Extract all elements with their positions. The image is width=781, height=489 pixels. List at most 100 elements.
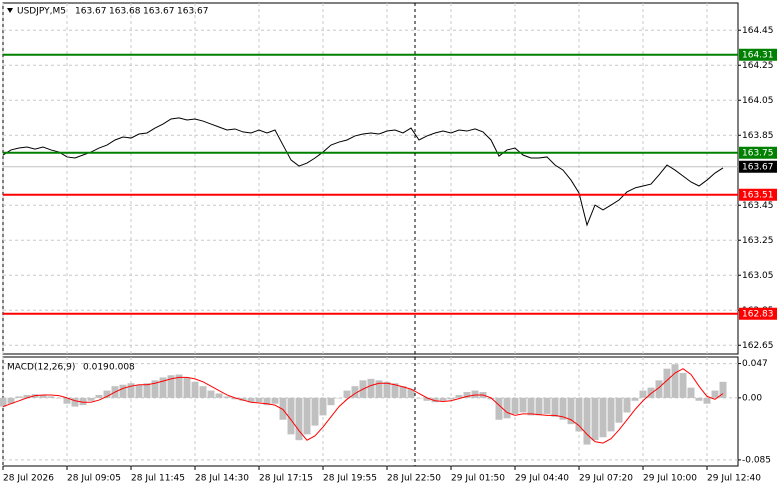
macd-bar <box>295 397 303 441</box>
level-label: 163.75 <box>742 148 774 158</box>
signal-value: 0.008 <box>109 363 135 373</box>
macd-bar <box>535 397 543 416</box>
macd-bar <box>239 397 247 401</box>
y-tick-label: 163.45 <box>742 201 774 211</box>
x-tick-label: 29 Jul 07:20 <box>579 474 633 484</box>
macd-bar <box>351 386 359 398</box>
macd-bar <box>583 397 591 445</box>
macd-bar <box>55 397 63 399</box>
x-tick-label: 28 Jul 22:50 <box>387 474 441 484</box>
macd-bar <box>559 397 567 420</box>
y-tick-label: -0.085 <box>742 455 771 465</box>
macd-bar <box>551 397 559 417</box>
macd-bar <box>575 397 583 432</box>
y-tick-label: 164.25 <box>742 61 774 71</box>
macd-bar <box>711 390 719 398</box>
macd-value: 0.019 <box>83 363 109 373</box>
open: 163.67 <box>75 7 107 17</box>
macd-bar <box>447 397 455 400</box>
macd-bar <box>503 397 511 419</box>
x-tick-label: 29 Jul 12:40 <box>707 474 761 484</box>
macd-bar <box>487 397 495 400</box>
macd-bar <box>63 397 71 404</box>
macd-bar <box>407 389 415 398</box>
macd-bar <box>263 397 271 406</box>
close: 163.67 <box>177 7 209 17</box>
macd-bar <box>647 387 655 398</box>
macd-bar <box>95 394 103 398</box>
macd-bar <box>375 380 383 398</box>
macd-bar <box>15 396 23 398</box>
price-line <box>2 117 724 227</box>
macd-bar <box>215 393 223 398</box>
macd-bar <box>103 390 111 398</box>
macd-bar <box>567 397 575 425</box>
macd-bar <box>543 397 551 414</box>
macd-bar <box>455 394 463 398</box>
macd-bar <box>255 397 263 403</box>
macd-bar <box>143 383 151 398</box>
y-tick-label: 164.05 <box>742 96 774 106</box>
macd-bar <box>247 397 255 403</box>
x-tick-label: 28 Jul 17:15 <box>259 474 313 484</box>
macd-bar <box>607 397 615 432</box>
macd-bar <box>127 383 135 398</box>
macd-bar <box>279 397 287 420</box>
macd-bar <box>119 384 127 398</box>
macd-bar <box>7 397 15 404</box>
y-tick-label: 163.85 <box>742 131 774 141</box>
macd-bar <box>135 384 143 398</box>
macd-bar <box>175 374 183 398</box>
level-label: 164.31 <box>742 50 774 60</box>
macd-bar <box>191 381 199 398</box>
macd-bar <box>159 377 167 398</box>
level-label-bg <box>739 307 777 320</box>
level-label-bg <box>739 188 777 201</box>
macd-bar <box>431 397 439 403</box>
macd-bar <box>207 390 215 398</box>
macd-bar <box>599 397 607 438</box>
macd-bar <box>495 397 503 420</box>
level-label-bg <box>739 48 777 61</box>
x-tick-label: 29 Jul 04:40 <box>515 474 569 484</box>
y-tick-label: 0.047 <box>742 359 768 369</box>
macd-bar <box>623 397 631 413</box>
price-panel <box>2 2 739 355</box>
macd-bar <box>223 396 231 398</box>
high: 163.68 <box>109 7 141 17</box>
level-label: 162.83 <box>742 309 774 319</box>
level-label: 163.51 <box>742 190 774 200</box>
macd-bar <box>463 392 471 398</box>
macd-bar <box>183 377 191 398</box>
macd-bar <box>439 397 447 401</box>
macd-bar <box>39 394 47 398</box>
macd-bar <box>527 397 535 416</box>
macd-bar <box>687 387 695 398</box>
macd-bar <box>79 397 87 406</box>
price-label-bg <box>739 160 777 173</box>
macd-bar <box>0 397 7 407</box>
macd-bar <box>151 380 159 398</box>
macd-title: MACD(12,26,9) <box>7 363 75 373</box>
y-tick-label: 163.05 <box>742 271 774 281</box>
macd-bar <box>639 390 647 398</box>
y-tick-label: 164.45 <box>742 26 774 36</box>
y-tick-label: 0.00 <box>742 393 762 403</box>
macd-bar <box>511 397 519 414</box>
x-tick-label: 28 Jul 14:30 <box>195 474 249 484</box>
x-tick-label: 29 Jul 10:00 <box>643 474 697 484</box>
macd-bar <box>615 397 623 423</box>
x-tick-label: 28 Jul 19:55 <box>323 474 377 484</box>
macd-bar <box>695 397 703 401</box>
macd-bar <box>343 390 351 398</box>
macd-bar <box>671 364 679 398</box>
macd-bar <box>167 375 175 398</box>
macd-bar <box>415 397 423 399</box>
macd-bar <box>399 386 407 398</box>
macd-bar <box>383 381 391 398</box>
macd-bar <box>391 383 399 398</box>
x-tick-label: 28 Jul 11:45 <box>131 474 185 484</box>
macd-bar <box>271 397 279 404</box>
macd-bar <box>47 396 55 398</box>
